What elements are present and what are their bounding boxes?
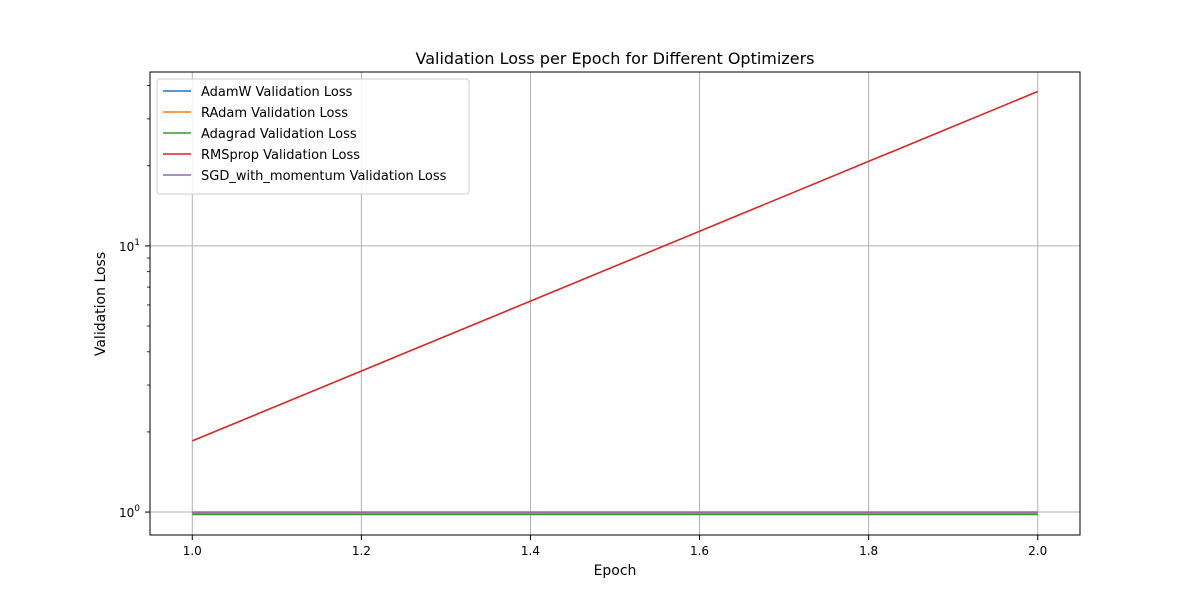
legend-entry-label: AdamW Validation Loss [201,85,353,100]
y-tick-label: 100 [119,504,140,520]
legend-box [156,78,470,195]
legend-entry-label: SGD_with_momentum Validation Loss [201,169,447,184]
x-tick-label: 1.6 [690,544,709,558]
chart-title: Validation Loss per Epoch for Different … [416,49,815,68]
x-axis-ticks: 1.0 1.2 1.4 1.6 1.8 2.0 [183,535,1047,558]
series-line [191,90,1039,442]
x-axis-label: Epoch [594,563,637,579]
y-axis-label: Validation Loss [93,252,109,356]
legend-entry-label: Adagrad Validation Loss [201,127,357,142]
legend-entry-label: RMSprop Validation Loss [201,148,360,163]
x-tick-label: 1.8 [859,544,878,558]
legend-entry-label: RAdam Validation Loss [201,106,348,121]
x-tick-label: 1.2 [352,544,371,558]
plot-frame [149,71,1081,536]
series-lines [191,90,1039,516]
x-tick-label: 1.4 [521,544,540,558]
x-tick-label: 1.0 [183,544,202,558]
legend: AdamW Validation Loss RAdam Validation Lo… [156,78,470,195]
y-axis-ticks: 100 101 [119,85,150,520]
x-tick-label: 2.0 [1028,544,1047,558]
y-tick-label: 101 [119,238,140,254]
